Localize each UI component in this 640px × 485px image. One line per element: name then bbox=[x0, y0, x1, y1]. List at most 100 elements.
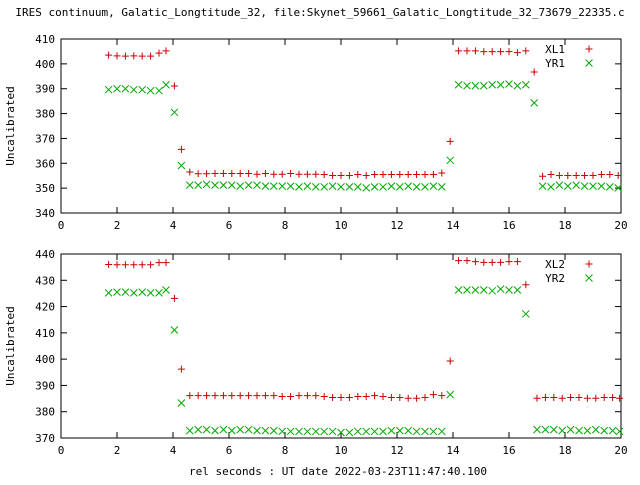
data-point bbox=[162, 80, 170, 89]
data-point bbox=[563, 182, 572, 191]
data-point bbox=[105, 261, 113, 269]
data-point bbox=[547, 183, 555, 191]
data-point bbox=[463, 81, 471, 90]
data-point bbox=[572, 171, 580, 179]
x-tick-label: 16 bbox=[502, 444, 515, 457]
data-point bbox=[488, 286, 497, 295]
data-point bbox=[454, 286, 463, 294]
data-point bbox=[253, 181, 261, 190]
data-point bbox=[600, 394, 608, 402]
data-point bbox=[488, 258, 496, 266]
data-point bbox=[270, 170, 278, 178]
data-point bbox=[589, 182, 597, 191]
data-point bbox=[592, 394, 600, 402]
data-point bbox=[270, 392, 278, 400]
data-point bbox=[121, 84, 130, 93]
data-point bbox=[591, 425, 600, 434]
y-tick-label: 340 bbox=[35, 207, 55, 220]
data-point bbox=[162, 259, 170, 267]
data-point bbox=[379, 170, 387, 178]
data-point bbox=[194, 392, 202, 400]
data-point bbox=[219, 392, 227, 400]
data-point bbox=[312, 170, 320, 178]
data-point bbox=[345, 428, 354, 437]
data-point bbox=[479, 81, 488, 90]
legend-label: XL1 bbox=[545, 43, 565, 56]
data-point bbox=[505, 258, 513, 266]
y-tick-label: 430 bbox=[35, 274, 55, 287]
data-point bbox=[155, 259, 163, 267]
y-tick-label: 380 bbox=[35, 406, 55, 419]
data-point bbox=[170, 82, 178, 90]
data-point bbox=[295, 183, 303, 191]
top-panel: 0 2 4 6 8 10 12 14 16 18 20 340 350 360 370 380 390 400 41… bbox=[4, 33, 628, 232]
data-point bbox=[597, 170, 605, 178]
legend-label: XL2 bbox=[545, 258, 565, 271]
x-tick-label: 10 bbox=[334, 219, 347, 232]
data-point bbox=[471, 258, 479, 266]
data-point bbox=[185, 426, 194, 435]
data-point bbox=[521, 310, 530, 318]
data-point bbox=[261, 169, 269, 177]
bottom-panel: 0 2 4 6 8 10 12 14 16 18 20 370 380 390 400 410 420 430 44… bbox=[4, 248, 628, 457]
data-point bbox=[505, 80, 513, 88]
data-point bbox=[429, 182, 438, 191]
y-tick-label: 410 bbox=[35, 327, 55, 340]
data-point bbox=[429, 391, 437, 399]
x-tick-label: 12 bbox=[390, 219, 403, 232]
data-point bbox=[269, 426, 278, 435]
data-point bbox=[337, 394, 345, 402]
data-point bbox=[505, 48, 513, 56]
data-point bbox=[155, 86, 163, 95]
legend-marker bbox=[585, 45, 593, 53]
data-point bbox=[421, 183, 429, 191]
data-point bbox=[287, 169, 295, 177]
y-axis-label: Uncalibrated bbox=[4, 86, 17, 165]
data-point bbox=[614, 171, 622, 179]
data-point bbox=[138, 52, 146, 60]
data-point bbox=[320, 170, 328, 178]
legend-label: YR2 bbox=[545, 272, 565, 285]
data-point bbox=[320, 392, 328, 400]
y-tick-label: 400 bbox=[35, 353, 55, 366]
data-point bbox=[567, 394, 575, 402]
data-point bbox=[286, 182, 295, 191]
data-point bbox=[211, 169, 219, 177]
data-point bbox=[170, 294, 178, 302]
data-point bbox=[395, 183, 404, 191]
data-point bbox=[353, 183, 362, 191]
data-point bbox=[533, 425, 541, 434]
y-axis-label: Uncalibrated bbox=[4, 306, 17, 385]
data-point bbox=[530, 99, 539, 107]
data-point bbox=[227, 426, 236, 435]
legend-label: YR1 bbox=[545, 57, 565, 70]
data-point bbox=[438, 392, 446, 400]
data-point bbox=[236, 392, 244, 400]
data-point bbox=[446, 390, 455, 399]
series-XL1 bbox=[105, 47, 622, 180]
x-tick-label: 4 bbox=[170, 219, 177, 232]
data-point bbox=[455, 257, 463, 265]
y-tick-label: 350 bbox=[35, 182, 55, 195]
data-point bbox=[421, 427, 429, 436]
data-point bbox=[236, 169, 244, 177]
data-point bbox=[558, 426, 567, 435]
data-point bbox=[354, 170, 362, 178]
data-point bbox=[245, 169, 253, 177]
y-tick-label: 400 bbox=[35, 58, 55, 71]
data-point bbox=[396, 394, 404, 402]
data-point bbox=[253, 392, 261, 400]
y-tick-label: 440 bbox=[35, 248, 55, 261]
x-tick-label: 0 bbox=[58, 444, 65, 457]
data-point bbox=[438, 169, 446, 177]
data-point bbox=[455, 47, 463, 55]
data-point bbox=[522, 47, 530, 55]
data-point bbox=[615, 427, 624, 436]
data-point bbox=[261, 392, 269, 400]
data-point bbox=[463, 257, 471, 265]
x-tick-label: 10 bbox=[334, 444, 347, 457]
data-point bbox=[564, 171, 572, 179]
data-point bbox=[496, 285, 505, 293]
data-point bbox=[479, 286, 488, 294]
data-point bbox=[303, 392, 311, 400]
